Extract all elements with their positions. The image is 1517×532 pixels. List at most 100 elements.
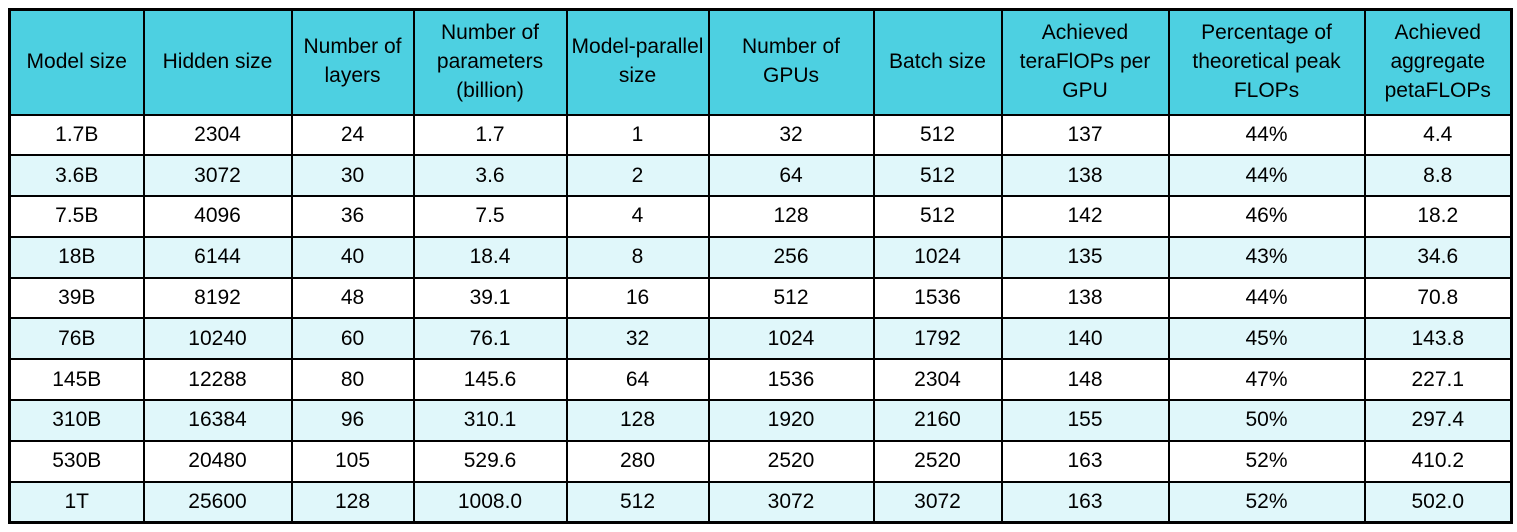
cell-r10-c9: 52% [1167, 480, 1366, 524]
table-row-8: 310B 16384 96 310.1 128 1920 2160 155 50% 297.4 [8, 399, 1513, 442]
cell-r4-c7: 1024 [872, 235, 1003, 279]
cell-r1-c5: 1 [565, 113, 710, 157]
column-header-1: Model size [8, 8, 145, 116]
cell-r4-c4: 18.4 [412, 235, 568, 279]
cell-r10-c1: 1T [8, 480, 145, 524]
cell-r7-c10: 227.1 [1363, 358, 1513, 402]
cell-r9-c10: 410.2 [1363, 439, 1513, 483]
cell-r2-c1: 3.6B [8, 154, 145, 198]
cell-r3-c7: 512 [872, 195, 1003, 238]
cell-r8-c10: 297.4 [1363, 399, 1513, 442]
cell-r9-c5: 280 [565, 439, 710, 483]
cell-r5-c5: 16 [565, 276, 710, 320]
table-row-5: 39B 8192 48 39.1 16 512 1536 138 44% 70.8 [8, 276, 1513, 320]
cell-r2-c2: 3072 [142, 154, 293, 198]
cell-r8-c3: 96 [290, 399, 415, 442]
cell-r9-c1: 530B [8, 439, 145, 483]
cell-r1-c1: 1.7B [8, 113, 145, 157]
cell-r6-c5: 32 [565, 317, 710, 361]
cell-r5-c1: 39B [8, 276, 145, 320]
cell-r1-c2: 2304 [142, 113, 293, 157]
cell-r4-c6: 256 [707, 235, 875, 279]
cell-r9-c9: 52% [1167, 439, 1366, 483]
cell-r5-c8: 138 [1000, 276, 1170, 320]
table-body: 1.7B 2304 24 1.7 1 32 512 137 44% 4.4 3.6B 3072 30 3.… [8, 113, 1513, 524]
cell-r5-c9: 44% [1167, 276, 1366, 320]
cell-r3-c8: 142 [1000, 195, 1170, 238]
cell-r9-c3: 105 [290, 439, 415, 483]
cell-r7-c4: 145.6 [412, 358, 568, 402]
table-row-2: 3.6B 3072 30 3.6 2 64 512 138 44% 8.8 [8, 154, 1513, 198]
cell-r10-c4: 1008.0 [412, 480, 568, 524]
table-row-9: 530B 20480 105 529.6 280 2520 2520 163 52% 410.2 [8, 439, 1513, 483]
cell-r2-c6: 64 [707, 154, 875, 198]
cell-r9-c4: 529.6 [412, 439, 568, 483]
cell-r2-c8: 138 [1000, 154, 1170, 198]
cell-r6-c6: 1024 [707, 317, 875, 361]
cell-r6-c10: 143.8 [1363, 317, 1513, 361]
cell-r1-c9: 44% [1167, 113, 1366, 157]
table-header: Model size Hidden size Number of layers Num… [8, 8, 1513, 116]
cell-r3-c5: 4 [565, 195, 710, 238]
cell-r5-c6: 512 [707, 276, 875, 320]
cell-r3-c1: 7.5B [8, 195, 145, 238]
cell-r7-c5: 64 [565, 358, 710, 402]
cell-r8-c2: 16384 [142, 399, 293, 442]
cell-r4-c10: 34.6 [1363, 235, 1513, 279]
table-row-10: 1T 25600 128 1008.0 512 3072 3072 163 52% 502.0 [8, 480, 1513, 524]
cell-r1-c10: 4.4 [1363, 113, 1513, 157]
cell-r1-c7: 512 [872, 113, 1003, 157]
column-header-6: Number of GPUs [707, 8, 875, 116]
cell-r3-c9: 46% [1167, 195, 1366, 238]
cell-r8-c5: 128 [565, 399, 710, 442]
cell-r8-c9: 50% [1167, 399, 1366, 442]
table-row-6: 76B 10240 60 76.1 32 1024 1792 140 45% 143.8 [8, 317, 1513, 361]
cell-r7-c3: 80 [290, 358, 415, 402]
cell-r9-c8: 163 [1000, 439, 1170, 483]
cell-r6-c7: 1792 [872, 317, 1003, 361]
column-header-4: Number of parameters (billion) [412, 8, 568, 116]
cell-r7-c8: 148 [1000, 358, 1170, 402]
cell-r1-c8: 137 [1000, 113, 1170, 157]
cell-r1-c6: 32 [707, 113, 875, 157]
cell-r4-c3: 40 [290, 235, 415, 279]
cell-r4-c8: 135 [1000, 235, 1170, 279]
cell-r8-c8: 155 [1000, 399, 1170, 442]
cell-r5-c4: 39.1 [412, 276, 568, 320]
cell-r8-c1: 310B [8, 399, 145, 442]
cell-r2-c10: 8.8 [1363, 154, 1513, 198]
cell-r5-c7: 1536 [872, 276, 1003, 320]
model-scaling-table: Model size Hidden size Number of layers Num… [8, 8, 1513, 524]
table-row-7: 145B 12288 80 145.6 64 1536 2304 148 47% 227.1 [8, 358, 1513, 402]
cell-r8-c4: 310.1 [412, 399, 568, 442]
cell-r3-c2: 4096 [142, 195, 293, 238]
table-row-4: 18B 6144 40 18.4 8 256 1024 135 43% 34.6 [8, 235, 1513, 279]
cell-r3-c3: 36 [290, 195, 415, 238]
column-header-3: Number of layers [290, 8, 415, 116]
cell-r7-c7: 2304 [872, 358, 1003, 402]
cell-r2-c4: 3.6 [412, 154, 568, 198]
cell-r5-c10: 70.8 [1363, 276, 1513, 320]
cell-r9-c6: 2520 [707, 439, 875, 483]
cell-r4-c5: 8 [565, 235, 710, 279]
column-header-2: Hidden size [142, 8, 293, 116]
column-header-7: Batch size [872, 8, 1003, 116]
cell-r10-c8: 163 [1000, 480, 1170, 524]
cell-r7-c6: 1536 [707, 358, 875, 402]
cell-r10-c10: 502.0 [1363, 480, 1513, 524]
cell-r4-c9: 43% [1167, 235, 1366, 279]
cell-r10-c2: 25600 [142, 480, 293, 524]
cell-r6-c9: 45% [1167, 317, 1366, 361]
cell-r4-c1: 18B [8, 235, 145, 279]
cell-r2-c3: 30 [290, 154, 415, 198]
cell-r7-c2: 12288 [142, 358, 293, 402]
cell-r1-c3: 24 [290, 113, 415, 157]
column-header-10: Achieved aggregate petaFLOPs [1363, 8, 1513, 116]
cell-r6-c3: 60 [290, 317, 415, 361]
cell-r8-c6: 1920 [707, 399, 875, 442]
cell-r5-c3: 48 [290, 276, 415, 320]
cell-r10-c6: 3072 [707, 480, 875, 524]
cell-r9-c7: 2520 [872, 439, 1003, 483]
cell-r10-c7: 3072 [872, 480, 1003, 524]
